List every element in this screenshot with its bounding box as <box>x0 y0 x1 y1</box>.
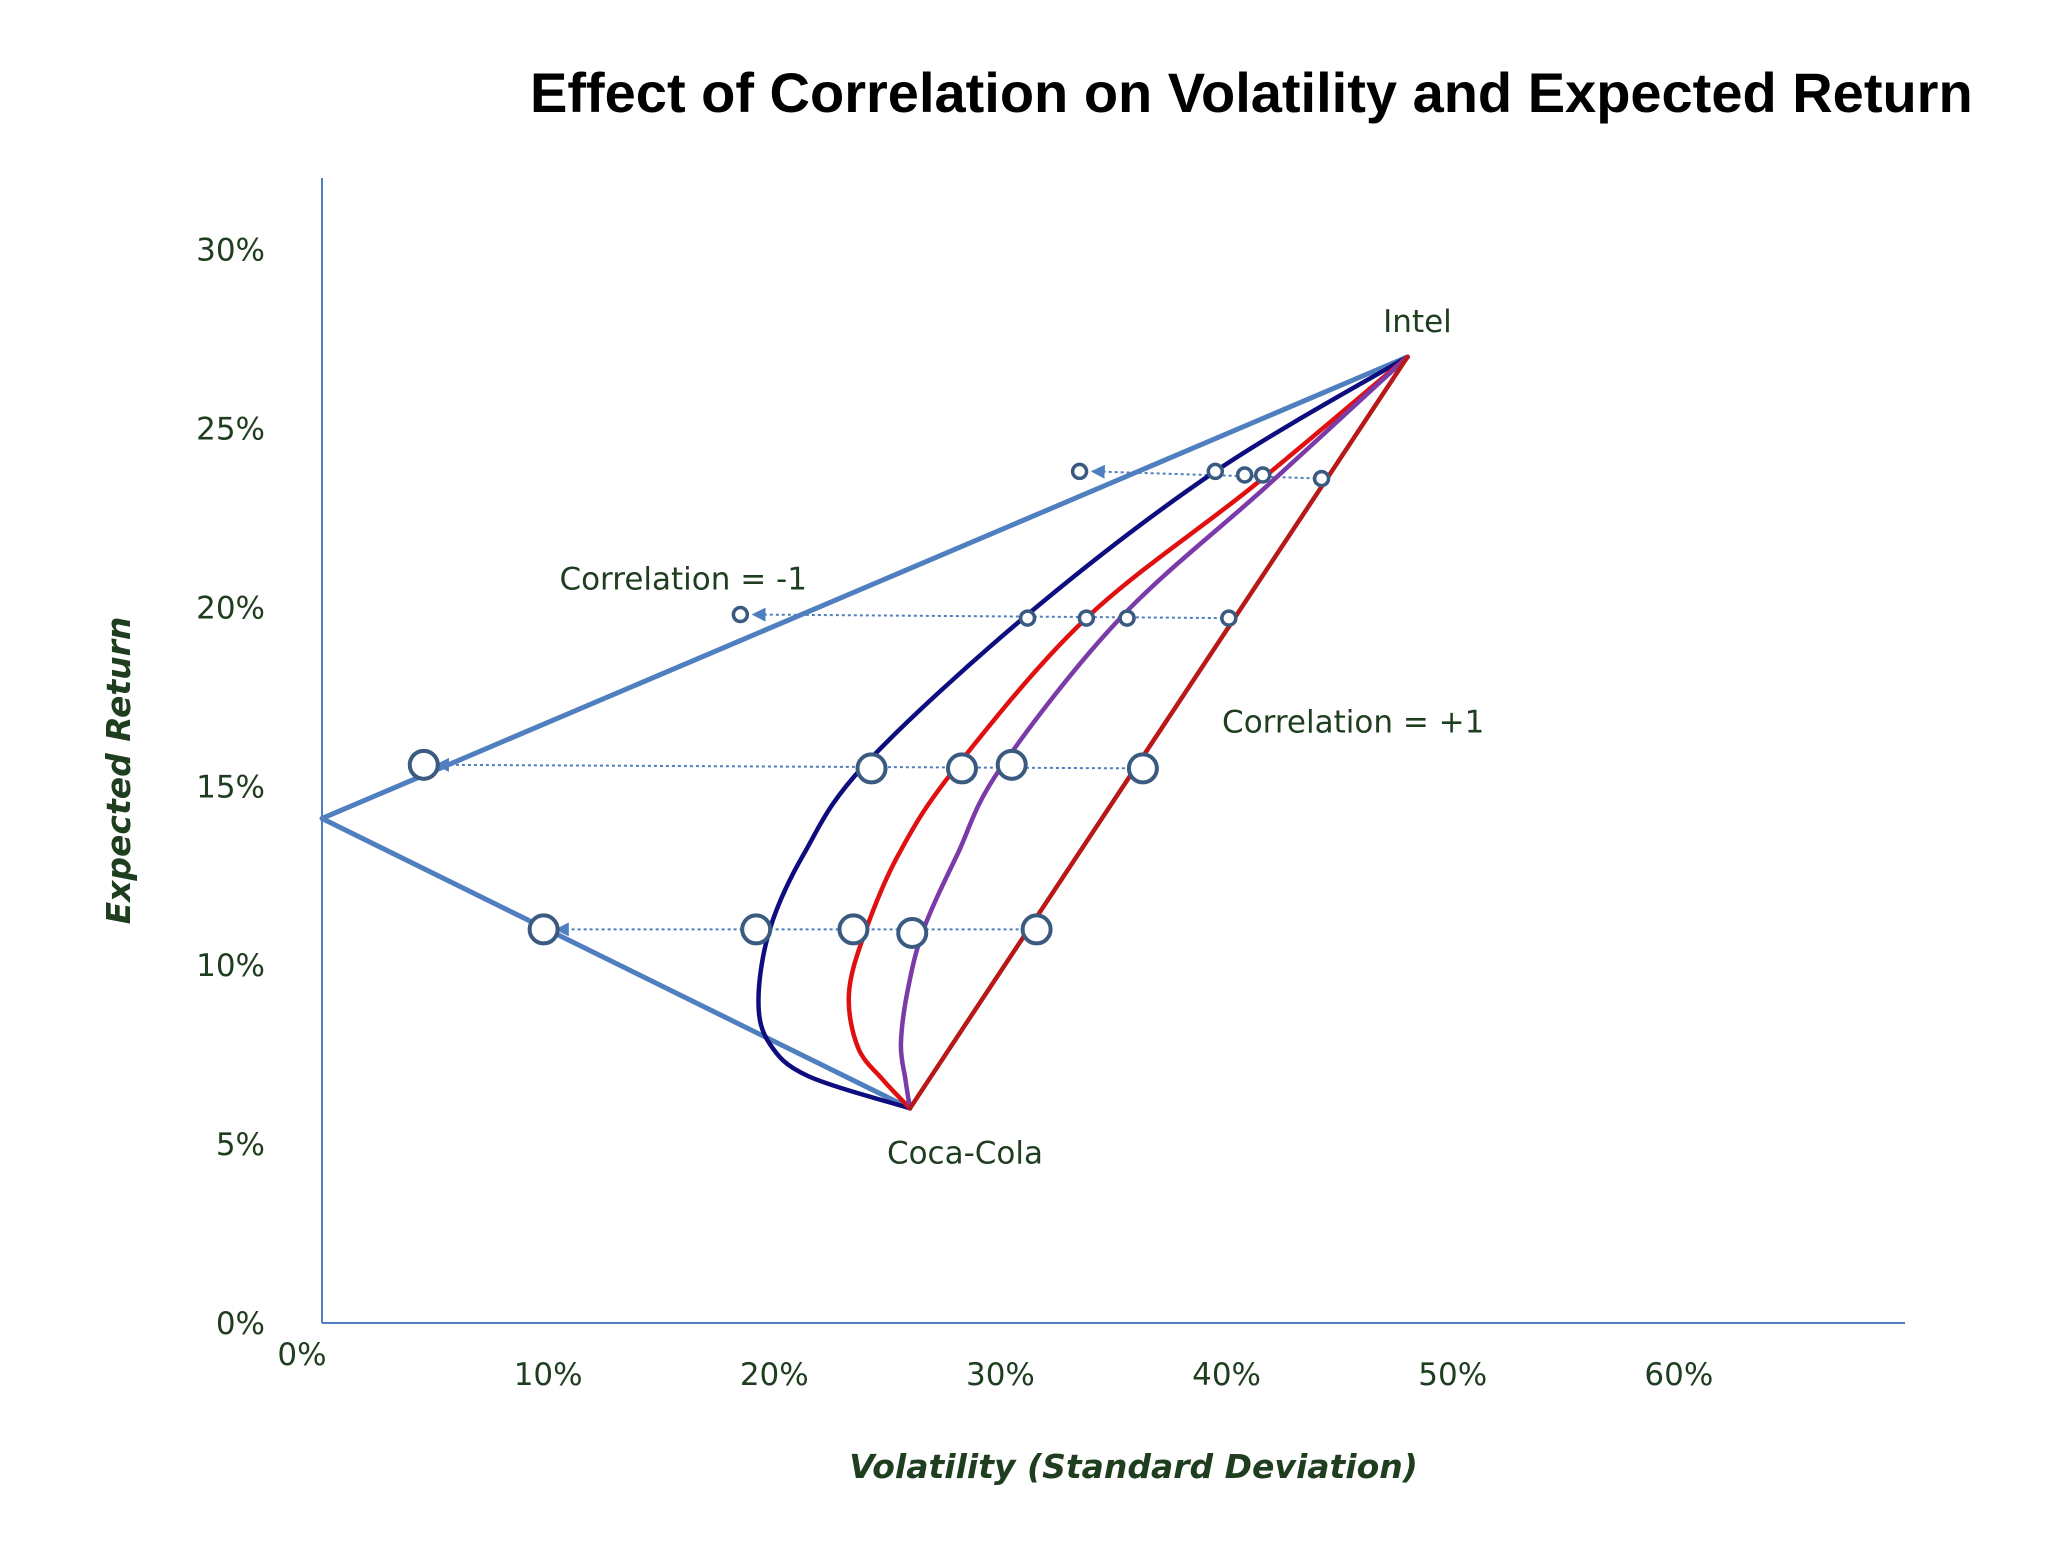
x-tick-label: 40% <box>1192 1357 1261 1393</box>
series-corr-mid <box>846 354 1410 1111</box>
annotation-label: Correlation = +1 <box>1222 705 1484 741</box>
x-axis-title: Volatility (Standard Deviation) <box>849 1447 1418 1486</box>
y-tick-label: 30% <box>196 233 265 269</box>
x-tick-label: 30% <box>966 1357 1035 1393</box>
y-tick-label: 0% <box>216 1306 265 1342</box>
data-point-marker <box>896 916 929 949</box>
annotation-label: Correlation = -1 <box>559 561 807 597</box>
series-corr-high <box>898 354 1410 1111</box>
data-point-marker <box>407 748 440 781</box>
y-tick-label: 5% <box>216 1127 265 1163</box>
data-point-marker <box>837 913 870 946</box>
data-point-marker <box>1126 752 1159 785</box>
data-point-marker <box>1312 469 1331 488</box>
data-point-marker <box>1070 462 1089 481</box>
series-corr-low <box>756 354 1410 1111</box>
x-tick-label: 10% <box>514 1357 583 1393</box>
arrow <box>434 757 1143 772</box>
x-tick-label: 60% <box>1644 1357 1713 1393</box>
x-tick-label: 20% <box>740 1357 809 1393</box>
data-point-marker <box>527 913 560 946</box>
data-point-marker <box>945 752 978 785</box>
data-point-marker <box>731 605 750 624</box>
y-tick-label: 20% <box>196 590 265 626</box>
x-tick-label: 0% <box>277 1337 326 1373</box>
data-point-marker <box>1254 466 1272 484</box>
data-point-marker <box>1235 466 1254 484</box>
y-tick-label: 25% <box>196 411 265 447</box>
x-tick-label: 50% <box>1418 1357 1487 1393</box>
series-corr-minus1 <box>319 354 1410 1111</box>
y-tick-label: 15% <box>196 769 265 805</box>
data-point-marker <box>995 748 1028 781</box>
data-point-marker <box>1118 609 1136 627</box>
data-point-marker <box>1077 609 1096 627</box>
y-tick-label: 10% <box>196 948 265 984</box>
data-point-marker <box>740 913 773 946</box>
data-point-marker <box>1020 913 1053 946</box>
chart-title: Effect of Correlation on Volatility and … <box>530 61 1973 124</box>
data-point-marker <box>855 752 888 785</box>
arrow <box>751 607 1229 622</box>
endpoint-label: Intel <box>1383 304 1452 340</box>
endpoint-label: Coca-Cola <box>887 1135 1043 1171</box>
data-point-marker <box>1018 609 1037 627</box>
data-point-marker <box>1206 462 1225 481</box>
data-point-marker <box>1220 609 1238 627</box>
y-axis-title: Expected Return <box>99 617 138 925</box>
